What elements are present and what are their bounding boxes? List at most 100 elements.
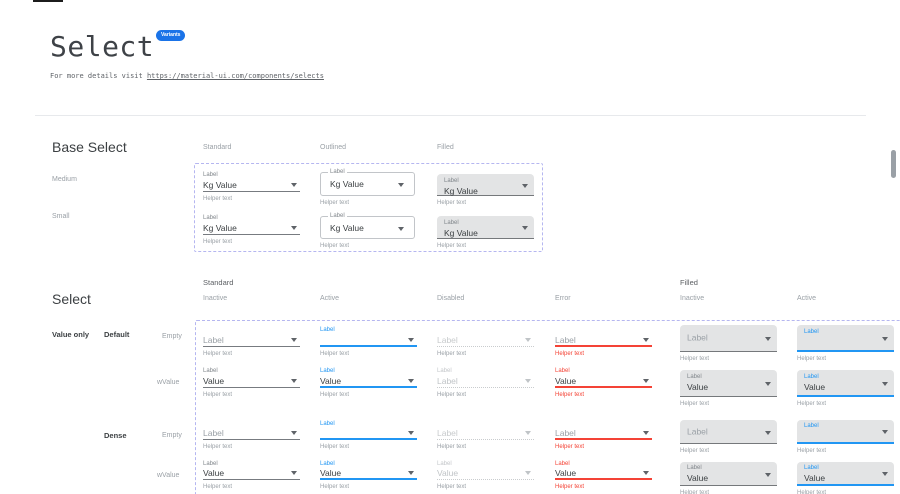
row-label-value-only: Value only [52,330,90,339]
select-variant-outline [195,320,900,494]
select-value: Kg Value [330,179,364,189]
select-input[interactable]: Label Value [680,370,777,397]
select-input[interactable] [320,428,417,440]
select-input[interactable]: Value [437,468,534,480]
select-input[interactable]: Label [437,428,534,440]
row-label-empty: Empty [162,333,182,340]
select-value: Value [687,382,709,392]
select-value: Kg Value [330,222,364,233]
section2-heading: Select [52,291,91,307]
helper-text: Helper text [437,351,467,357]
select-input[interactable]: Label [203,334,300,347]
select-input[interactable]: Label [680,325,777,352]
docs-link[interactable]: https://material-ui.com/components/selec… [146,72,324,80]
select-input[interactable]: Label Kg Value [320,169,415,196]
select-value: Label [687,332,708,343]
column-header-error: Error [555,295,571,302]
dropdown-caret-icon [408,431,414,435]
helper-text: Helper text [437,484,467,490]
select-input[interactable]: Label Kg Value [320,213,415,239]
select-floating-label [437,326,534,334]
select-input[interactable]: Label Value [797,462,894,486]
helper-text: Helper text [555,444,585,450]
column-header-active: Active [320,295,340,302]
subtitle: For more details visit https://material-… [50,72,324,80]
column-header-outlined: Outlined [320,144,347,151]
select-input[interactable] [320,334,417,347]
select-value: Value [687,473,709,483]
helper-text: Helper text [797,356,827,362]
select-outlined-small: Label Kg Value Helper text [320,212,415,249]
select-standard-error: Label Value Helper text [555,367,652,398]
select-value: Label [437,428,458,438]
helper-text: Helper text [320,392,350,398]
row-label-wvalue: wValue [157,379,180,386]
dropdown-caret-icon [882,381,888,386]
variants-badge: Variants [156,30,186,41]
select-input[interactable]: Value [555,375,652,388]
dropdown-caret-icon [643,471,649,475]
select-input[interactable]: Label Kg Value [437,216,534,239]
select-floating-label: Label [203,215,218,221]
base-select-variant-outline [194,163,543,252]
select-floating-label: Label [320,368,335,374]
helper-text: Helper text [797,448,827,454]
row-label-dense: Dense [104,431,127,440]
select-value: Value [555,375,577,386]
column-header-active: Active [797,295,817,302]
select-floating-label: Label [437,461,452,467]
select-value: Label [555,428,576,438]
select-input[interactable]: Value [320,375,417,388]
select-standard-error: Label Helper text [555,421,652,450]
row-label-empty: Empty [162,432,182,439]
select-value: Value [203,375,225,386]
select-floating-label: Label [555,461,570,467]
select-input[interactable]: Value [555,468,652,480]
dropdown-caret-icon [522,226,528,230]
dropdown-caret-icon [408,471,414,475]
helper-text: Helper text [437,392,467,398]
select-value: Label [203,428,224,438]
select-filled-small: Label Kg Value Helper text [437,216,534,249]
select-standard-error: Label Value Helper text [555,461,652,490]
select-value: Label [437,375,458,386]
select-floating-label: Label [804,423,819,429]
select-input[interactable]: Label [555,428,652,440]
select-input[interactable]: Kg Value [203,179,300,192]
column-header-inactive: Inactive [680,295,705,302]
select-standard-active: Label Value Helper text [320,461,417,490]
select-input[interactable]: Label [437,334,534,347]
select-standard-disabled: Label Helper text [437,326,534,357]
dropdown-caret-icon [522,183,528,188]
select-input[interactable]: Label [203,428,300,440]
select-input[interactable]: Label [555,334,652,347]
select-floating-label: Label [320,461,335,467]
helper-text: Helper text [680,448,710,454]
select-input[interactable]: Value [203,375,300,388]
select-input[interactable]: Label [797,420,894,444]
select-input[interactable]: Label Kg Value [437,174,534,196]
dropdown-caret-icon [398,226,404,231]
group-header-standard: Standard [203,278,234,287]
column-header-standard: Standard [203,144,232,151]
select-input[interactable]: Label Value [797,370,894,397]
helper-text: Helper text [680,401,710,407]
select-value: Value [555,468,577,478]
dropdown-caret-icon [765,472,771,477]
helper-text: Helper text [203,196,233,202]
scrollbar-thumb[interactable] [891,150,896,178]
select-filled-active: Label Value Helper text [797,462,894,494]
select-filled-inactive: Label Value Helper text [680,370,777,407]
select-input[interactable]: Kg Value [203,222,300,235]
select-input[interactable]: Label [437,375,534,388]
select-input[interactable]: Value [203,468,300,480]
dropdown-caret-icon [398,183,404,187]
select-input[interactable]: Label Value [680,462,777,486]
select-input[interactable]: Value [320,468,417,480]
select-input[interactable]: Label [680,420,777,444]
dropdown-caret-icon [291,431,297,435]
select-input[interactable]: Label [797,325,894,352]
dropdown-caret-icon [882,472,888,476]
select-floating-label: Label [804,329,819,335]
select-filled-inactive: Label Helper text [680,325,777,362]
